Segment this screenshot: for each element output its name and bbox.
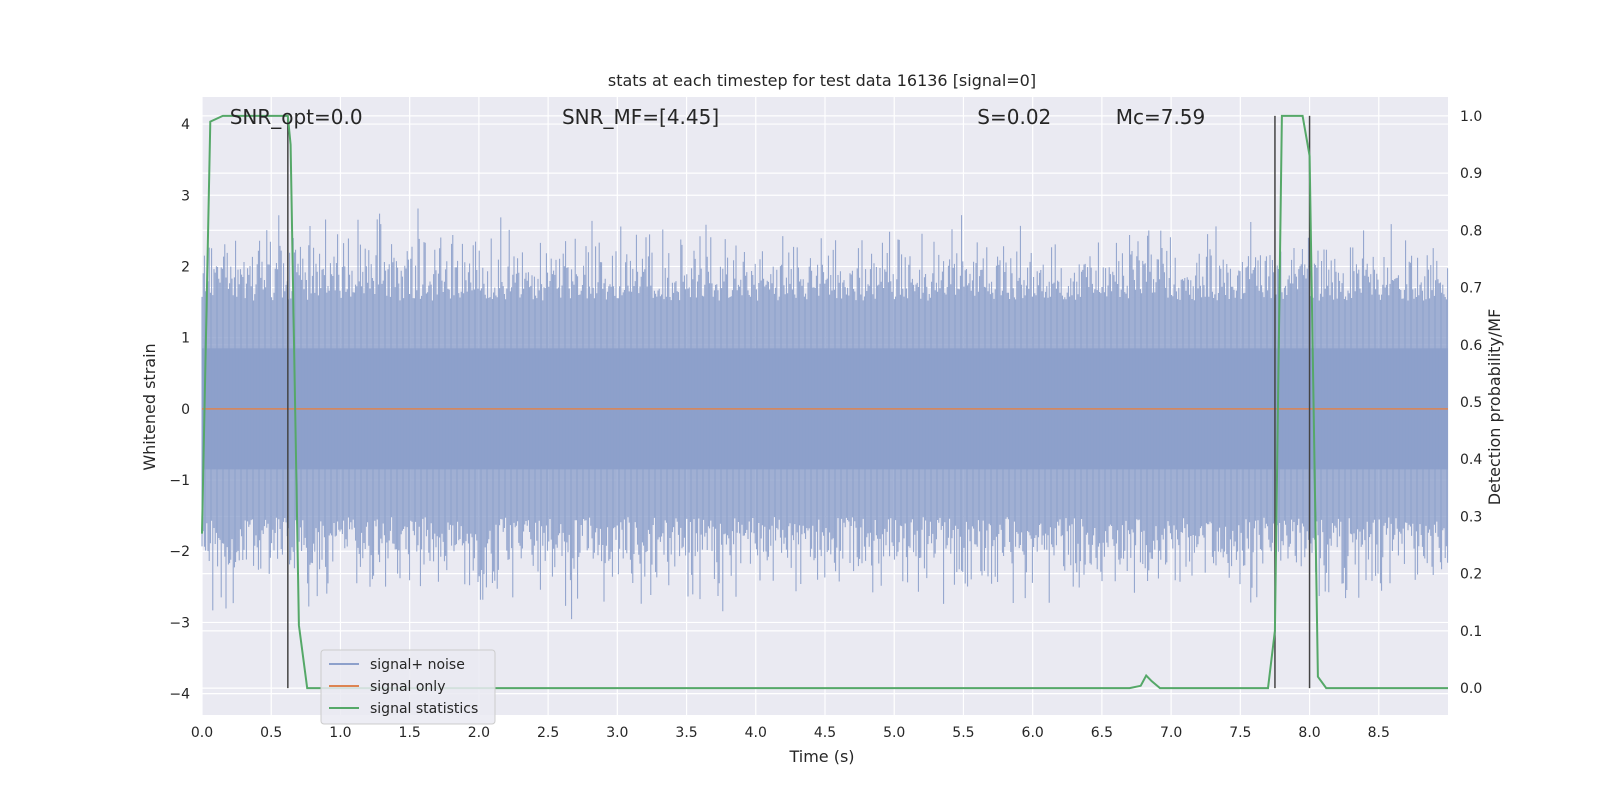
- x-tick-label: 3.0: [606, 725, 628, 741]
- x-tick-label: 6.5: [1091, 725, 1113, 741]
- y-tick-labels: 4 3 2 1 0 −1 −2 −3 −4: [169, 117, 190, 703]
- x-tick-label: 8.0: [1298, 725, 1320, 741]
- annotations: SNR_opt=0.0 SNR_MF=[4.45] S=0.02 Mc=7.59: [230, 105, 1206, 129]
- legend-label-noise: signal+ noise: [370, 657, 465, 673]
- y-right-tick-label: 0.0: [1460, 681, 1482, 697]
- y-right-tick-label: 0.9: [1460, 166, 1482, 182]
- y-tick-label: 3: [181, 188, 190, 204]
- y-tick-label: −2: [169, 544, 190, 560]
- x-tick-label: 7.5: [1229, 725, 1251, 741]
- y-tick-label: 2: [181, 259, 190, 275]
- y-right-tick-label: 0.7: [1460, 281, 1482, 297]
- y-right-tick-labels: 1.0 0.9 0.8 0.7 0.6 0.5 0.4 0.3 0.2 0.1 0.0: [1460, 109, 1482, 697]
- x-tick-labels: 0.0 0.5 1.0 1.5 2.0 2.5 3.0 3.5 4.0 4.5 5.0 5.5 6.0 6…: [191, 725, 1390, 741]
- y-right-axis-title: Detection probability/MF: [1485, 309, 1504, 506]
- y-right-tick-label: 0.2: [1460, 567, 1482, 583]
- y-tick-label: 1: [181, 331, 190, 347]
- x-tick-label: 2.0: [468, 725, 490, 741]
- annotation-text: SNR_opt=0.0: [230, 105, 363, 129]
- legend: signal+ noise signal only signal statist…: [320, 649, 496, 725]
- y-right-tick-label: 0.6: [1460, 338, 1482, 354]
- x-tick-label: 3.5: [675, 725, 697, 741]
- y-right-tick-label: 1.0: [1460, 109, 1482, 125]
- y-right-tick-label: 0.3: [1460, 509, 1482, 525]
- y-right-tick-label: 0.5: [1460, 395, 1482, 411]
- y-tick-label: −3: [169, 615, 190, 631]
- x-tick-label: 8.5: [1368, 725, 1390, 741]
- x-tick-label: 6.0: [1022, 725, 1044, 741]
- legend-box: [320, 649, 496, 725]
- x-tick-label: 1.5: [399, 725, 421, 741]
- annotation-text: SNR_MF=[4.45]: [562, 105, 719, 129]
- x-tick-label: 0.5: [260, 725, 282, 741]
- chart-title: stats at each timestep for test data 161…: [608, 71, 1036, 90]
- y-tick-label: −4: [169, 687, 190, 703]
- x-tick-label: 7.0: [1160, 725, 1182, 741]
- x-tick-label: 4.0: [745, 725, 767, 741]
- x-tick-label: 0.0: [191, 725, 213, 741]
- x-tick-label: 5.0: [883, 725, 905, 741]
- x-tick-label: 4.5: [814, 725, 836, 741]
- y-tick-label: 0: [181, 402, 190, 418]
- y-right-tick-label: 0.8: [1460, 223, 1482, 239]
- x-tick-label: 5.5: [952, 725, 974, 741]
- legend-label-statistics: signal statistics: [370, 701, 478, 717]
- annotation-text: S=0.02: [977, 105, 1051, 129]
- x-tick-label: 2.5: [537, 725, 559, 741]
- y-axis-title: Whitened strain: [140, 343, 159, 470]
- x-tick-label: 1.0: [329, 725, 351, 741]
- series-signal-statistics: [201, 114, 1448, 690]
- y-tick-label: −1: [169, 473, 190, 489]
- y-tick-label: 4: [181, 117, 190, 133]
- y-right-tick-label: 0.1: [1460, 624, 1482, 640]
- y-right-tick-label: 0.4: [1460, 452, 1482, 468]
- annotation-text: Mc=7.59: [1116, 105, 1206, 129]
- legend-label-signal-only: signal only: [370, 679, 445, 695]
- x-axis-title: Time (s): [788, 747, 854, 766]
